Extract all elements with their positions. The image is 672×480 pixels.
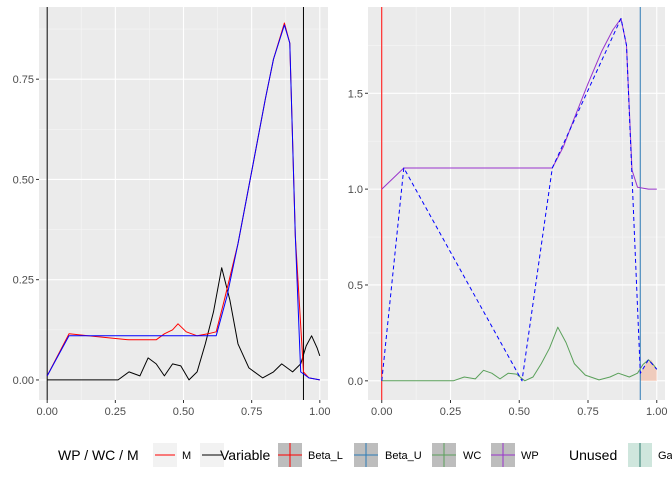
- x-tick-label: 0.75: [241, 406, 262, 418]
- x-tick-label: 0.00: [36, 406, 57, 418]
- y-tick-label: 0.75: [13, 74, 34, 86]
- legend-label-wc: WC: [463, 450, 481, 462]
- y-tick-label: 0.0: [348, 376, 363, 388]
- legend-label-beta-u: Beta_U: [385, 450, 422, 462]
- legend-label-ga: Ga: [658, 450, 672, 462]
- legend: WP / WC / M M Variable Beta_L Beta_U WC …: [58, 443, 672, 467]
- x-tick-label: 0.25: [440, 406, 461, 418]
- y-tick-label: 0.50: [13, 174, 34, 186]
- legend-title-wp-wc-m: WP / WC / M: [58, 447, 139, 463]
- y-tick-label: 0.00: [13, 375, 34, 387]
- y-tick-label: 1.0: [348, 184, 363, 196]
- y-tick-label: 1.5: [348, 88, 363, 100]
- series-line: [381, 18, 658, 382]
- x-tick-label: 1.00: [309, 406, 330, 418]
- series-line: [47, 267, 321, 381]
- x-tick-label: 0.50: [173, 406, 194, 418]
- legend-label-m: M: [182, 450, 191, 462]
- series-line: [381, 18, 657, 190]
- panel-background: [368, 7, 665, 400]
- x-tick-label: 0.25: [105, 406, 126, 418]
- x-tick-label: 0.75: [577, 406, 598, 418]
- right-plot-panel: 0.00 0.25 0.50 0.75 1.00 0.0 0.5 1.0 1.5: [348, 7, 667, 418]
- legend-label-beta-l: Beta_L: [308, 450, 343, 462]
- x-tick-label: 0.50: [509, 406, 530, 418]
- series-line: [46, 24, 320, 381]
- legend-title-unused: Unused: [569, 447, 617, 463]
- y-tick-label: 0.25: [13, 275, 34, 287]
- left-plot-panel: 0.00 0.25 0.50 0.75 1.00 0.00 0.25 0.50 0.75: [13, 7, 331, 418]
- x-tick-label: 1.00: [646, 406, 667, 418]
- legend-title-variable: Variable: [220, 447, 271, 463]
- series-line: [381, 326, 658, 382]
- y-tick-label: 0.5: [348, 280, 363, 292]
- legend-label-wp: WP: [521, 450, 539, 462]
- x-tick-label: 0.00: [371, 406, 392, 418]
